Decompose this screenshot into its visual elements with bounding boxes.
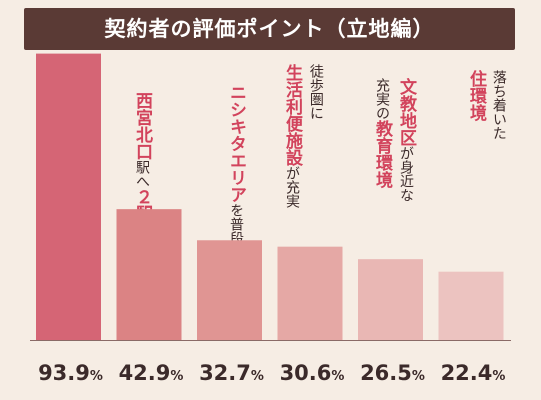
value-label-2: 42.9% — [119, 361, 184, 385]
label-segment: 西宮北口 — [132, 92, 153, 160]
category-label-6-col-2: 住環境 — [466, 70, 487, 121]
category-label-4-col-2: 生活利便施設が充実 — [282, 64, 303, 208]
value-label-3: 32.7% — [199, 361, 264, 385]
value-label-1: 93.9% — [38, 361, 103, 385]
label-segment: 生活利便施設 — [282, 64, 303, 166]
category-label-5-col-1: 文教地区が身近な — [396, 78, 417, 202]
label-segment: 文教地区 — [396, 78, 417, 146]
value-label-4: 30.6% — [280, 361, 345, 385]
bar-1 — [36, 53, 101, 340]
label-segment: が充実 — [284, 166, 301, 208]
bar-2 — [116, 209, 182, 340]
category-label-6-col-1: 落ち着いた — [490, 70, 508, 140]
label-segment: 落ち着いた — [490, 70, 507, 140]
label-segment: 住環境 — [466, 70, 487, 121]
bar-4 — [277, 246, 343, 340]
label-segment: 教育環境 — [372, 120, 393, 188]
chart-title: 契約者の評価ポイント（立地編） — [104, 17, 435, 41]
label-segment: 充実の — [374, 78, 391, 120]
title-banner: 契約者の評価ポイント（立地編） — [24, 8, 515, 50]
label-segment: ニシキタエリア — [226, 84, 247, 203]
bar-3 — [197, 240, 262, 340]
category-label-4-col-1: 徒歩圏に — [307, 64, 325, 120]
value-label-5: 26.5% — [360, 361, 425, 385]
label-segment: 徒歩圏に — [307, 64, 324, 120]
label-segment: が身近な — [398, 146, 415, 202]
bar-6 — [438, 271, 504, 340]
value-label-6: 22.4% — [441, 361, 506, 385]
bar-5 — [358, 259, 423, 340]
label-segment: 駅へ — [134, 160, 151, 188]
category-label-5-col-2: 充実の教育環境 — [372, 78, 393, 188]
